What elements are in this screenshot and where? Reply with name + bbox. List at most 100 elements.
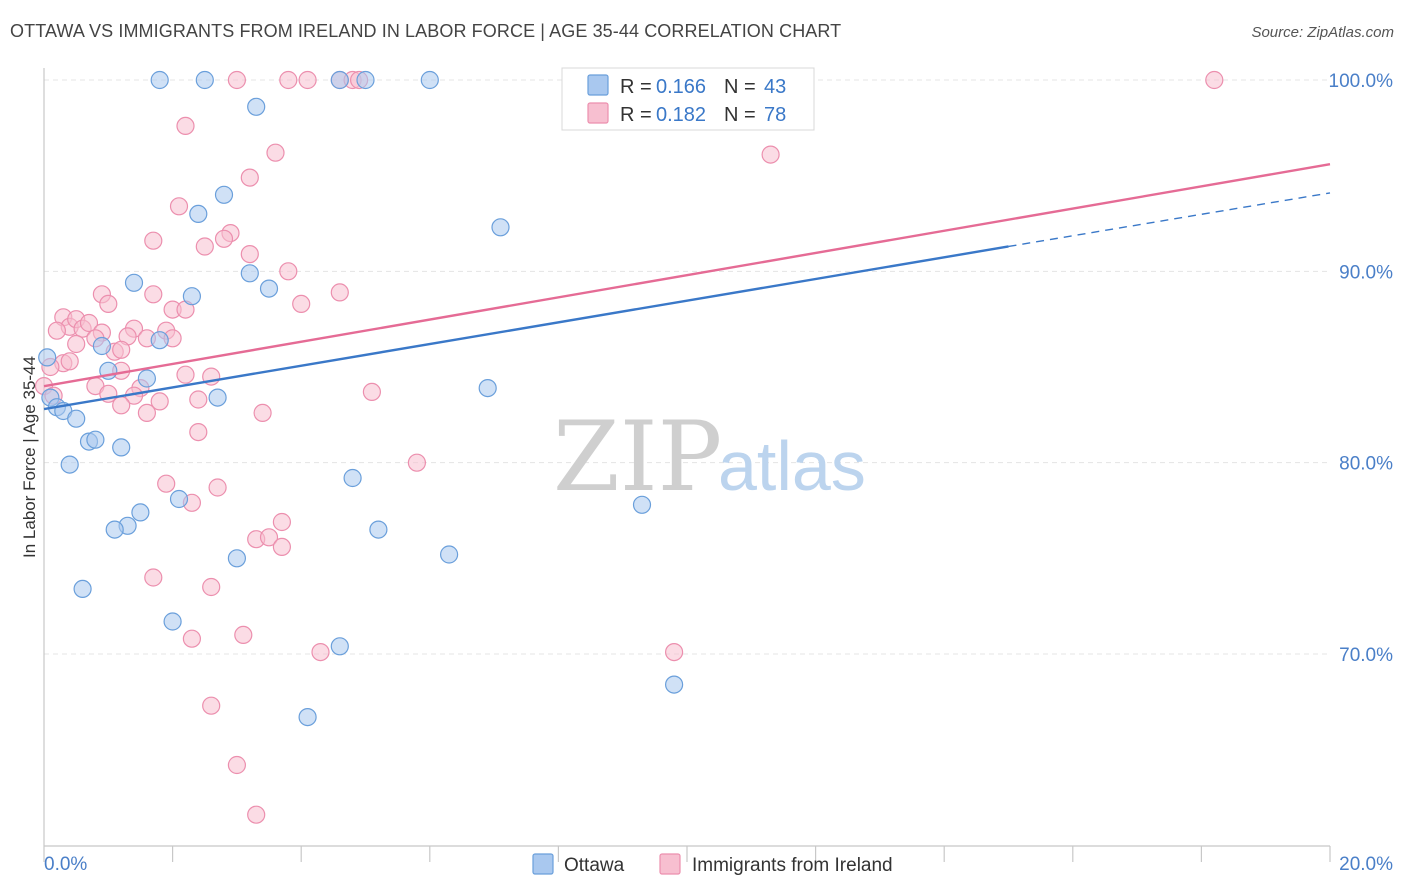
ireland-point-19: [330, 283, 349, 302]
ottawa-point-36: [632, 495, 652, 514]
ireland-point-29: [79, 313, 99, 333]
ireland-point-30: [47, 321, 67, 340]
ireland-point-67: [182, 629, 201, 648]
ottawa-point-10: [240, 264, 259, 283]
legend: R = 0.166 N = 43 R = 0.182 N = 78: [561, 67, 815, 131]
ottawa-point-39: [330, 637, 349, 656]
ottawa-point-11: [124, 273, 144, 292]
ireland-point-12: [169, 197, 189, 216]
y-tick-label-80: 80.0%: [1339, 454, 1393, 475]
ottawa-point-17: [137, 369, 156, 388]
ottawa-point-38: [163, 612, 182, 631]
legend-r-label-ottawa: R =: [620, 76, 652, 98]
y-tick-label-70: 70.0%: [1339, 645, 1393, 666]
ireland-point-40: [112, 340, 131, 359]
ireland-point-8: [176, 116, 195, 136]
ottawa-point-37: [73, 579, 92, 599]
ireland-point-55: [253, 403, 272, 422]
y-tick-labels: 70.0% 80.0% 90.0% 100.0%: [1329, 71, 1394, 666]
x-ticks: [43, 846, 1331, 862]
ireland-point-22: [99, 294, 118, 313]
legend-swatch-ireland: [587, 102, 609, 124]
legend-r-value-ireland: 0.182: [656, 104, 706, 126]
y-tick-label-90: 90.0%: [1339, 262, 1393, 283]
bottom-legend: Ottawa Immigrants from Ireland: [532, 853, 893, 876]
ottawa-point-13: [182, 287, 201, 306]
series-ottawa: [38, 70, 793, 727]
ireland-point-9: [266, 143, 285, 162]
x-tick-label-max: 20.0%: [1339, 854, 1393, 875]
ireland-point-56: [189, 423, 208, 442]
ireland-point-16: [214, 229, 234, 248]
legend-r-label-ireland: R =: [620, 104, 652, 126]
ottawa-point-35: [440, 545, 459, 564]
ottawa-point-29: [169, 489, 189, 509]
ireland-point-63: [259, 528, 279, 547]
ireland-point-2: [298, 70, 317, 90]
ireland-point-70: [664, 642, 684, 662]
ireland-point-14: [144, 231, 163, 250]
x-tick-label-min: 0.0%: [44, 854, 87, 875]
ireland-point-65: [144, 568, 163, 587]
ottawa-point-30: [131, 503, 150, 522]
ireland-point-20: [144, 285, 163, 304]
legend-r-value-ottawa: 0.166: [656, 76, 706, 98]
ireland-point-7: [1205, 70, 1224, 90]
watermark-zip: ZIP: [553, 401, 722, 513]
ottawa-point-3: [356, 70, 375, 90]
watermark-atlas: atlas: [718, 427, 866, 505]
trend-line-ireland: [43, 163, 1331, 388]
ottawa-point-33: [369, 520, 388, 539]
ottawa-point-6: [247, 97, 266, 116]
ottawa-point-32: [105, 520, 124, 539]
ireland-point-57: [407, 453, 426, 472]
ireland-point-18: [279, 262, 298, 281]
chart-source: Source: ZipAtlas.com: [1251, 24, 1394, 41]
ottawa-point-42: [38, 348, 57, 367]
ireland-point-54: [137, 403, 156, 422]
ireland-point-68: [234, 625, 253, 645]
ottawa-point-15: [92, 336, 112, 356]
ireland-point-73: [247, 805, 266, 824]
ireland-point-71: [202, 696, 221, 715]
legend-n-value-ottawa: 43: [764, 76, 786, 98]
bottom-legend-swatch-ottawa: [532, 853, 554, 875]
ottawa-point-27: [60, 455, 79, 474]
ireland-point-0: [227, 70, 246, 90]
ireland-point-61: [272, 512, 291, 532]
trend-line-ottawa: [43, 245, 1009, 411]
ottawa-point-4: [420, 70, 439, 90]
ottawa-point-8: [189, 204, 208, 223]
ireland-point-43: [176, 365, 195, 384]
chart-title: OTTAWA VS IMMIGRANTS FROM IRELAND IN LAB…: [10, 21, 842, 41]
legend-n-value-ireland: 78: [764, 104, 786, 126]
ireland-point-23: [292, 294, 311, 313]
ireland-point-75: [60, 352, 79, 371]
ireland-point-15: [195, 237, 214, 256]
ottawa-point-1: [195, 70, 214, 90]
ireland-point-17: [240, 245, 259, 264]
ottawa-point-19: [478, 379, 497, 398]
ottawa-point-34: [227, 549, 246, 568]
legend-n-label-ottawa: N =: [724, 76, 756, 98]
ottawa-point-7: [214, 185, 234, 204]
ireland-point-51: [150, 392, 169, 411]
ottawa-point-14: [150, 331, 169, 350]
ottawa-point-23: [67, 409, 86, 428]
ottawa-point-41: [298, 707, 317, 727]
ireland-point-11: [240, 168, 259, 187]
legend-swatch-ottawa: [587, 74, 609, 96]
ireland-point-59: [208, 478, 227, 497]
bottom-legend-swatch-ireland: [659, 853, 681, 875]
ireland-point-1: [279, 70, 298, 90]
legend-n-label-ireland: N =: [724, 104, 756, 126]
ottawa-point-28: [343, 468, 362, 488]
bottom-legend-ireland: Immigrants from Ireland: [692, 855, 893, 876]
ottawa-point-18: [208, 388, 227, 407]
ottawa-point-0: [150, 70, 169, 90]
ottawa-point-25: [86, 430, 105, 449]
trend-lines: [43, 163, 1331, 411]
ottawa-point-12: [259, 279, 279, 298]
ireland-point-10: [761, 145, 780, 164]
trend-line-ottawa-extension: [1008, 192, 1331, 248]
